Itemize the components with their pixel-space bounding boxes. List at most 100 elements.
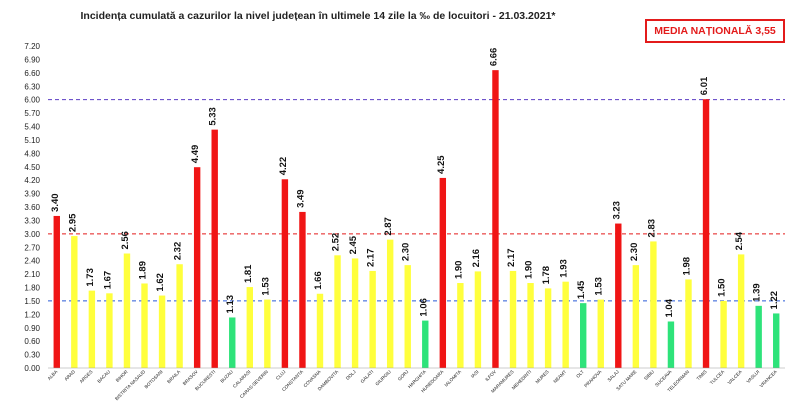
- x-tick-label: IASI: [470, 369, 480, 379]
- data-label: 3.23: [611, 201, 622, 220]
- x-tick-label: TULCEA: [709, 369, 726, 386]
- data-label: 2.30: [629, 243, 640, 262]
- x-tick-label: GORJ: [397, 369, 410, 382]
- data-label: 2.95: [67, 213, 78, 232]
- x-tick-label: VALCEA: [727, 369, 744, 386]
- bar-mures: [544, 288, 552, 368]
- reference-lines: [48, 99, 785, 302]
- x-tick-label: GALATI: [359, 369, 374, 384]
- bar-hunedoara: [439, 177, 447, 368]
- data-label: 1.50: [717, 278, 728, 297]
- bar-gorj: [404, 265, 411, 368]
- data-label: 1.53: [260, 277, 271, 296]
- bar-sibiu: [650, 241, 657, 368]
- y-tick-label: 7.20: [24, 42, 40, 51]
- y-tick-label: 5.40: [24, 123, 40, 132]
- bar-suceava: [667, 321, 675, 368]
- bar-teleorman: [685, 279, 692, 368]
- bar-harghita: [422, 320, 429, 368]
- bar-covasna: [316, 293, 324, 368]
- x-tick-label: BUZAU: [219, 369, 234, 384]
- y-tick-label: 5.10: [24, 136, 40, 145]
- bar-botosani: [158, 295, 166, 368]
- chart-title: Incidența cumulată a cazurilor la nivel …: [80, 10, 556, 22]
- bars: [53, 70, 780, 369]
- data-label: 1.90: [524, 261, 535, 280]
- data-label: 1.93: [559, 259, 570, 278]
- x-tick-label: CLUJ: [275, 369, 287, 381]
- bar-ialomita: [457, 283, 464, 368]
- x-tick-label: SALAJ: [607, 369, 620, 382]
- data-label: 3.49: [295, 189, 306, 208]
- data-label: 2.17: [366, 248, 377, 267]
- x-tick-label: BRAILA: [166, 369, 182, 385]
- data-label: 6.66: [488, 48, 499, 67]
- y-tick-label: 1.20: [24, 310, 40, 319]
- bar-giurgiu: [386, 239, 394, 368]
- data-label: 3.40: [50, 193, 61, 212]
- data-labels: 3.40 2.95 1.73 1.67 2.56 1.89 1.62 2.32 4.49 5.33…: [50, 48, 780, 318]
- y-tick-label: 4.50: [24, 163, 40, 172]
- y-tick-label: 2.40: [24, 257, 40, 266]
- y-tick-label: 3.90: [24, 190, 40, 199]
- x-tick-label: VRANCEA: [759, 369, 779, 389]
- bar-valcea: [737, 254, 745, 368]
- bar-galati: [369, 270, 376, 368]
- data-label: 1.98: [681, 257, 692, 276]
- x-tick-label: MURES: [535, 369, 550, 384]
- bar-caras-severin: [264, 299, 271, 368]
- y-tick-label: 3.00: [24, 230, 40, 239]
- data-label: 1.13: [225, 295, 236, 314]
- x-tick-label: GIURGIU: [374, 369, 391, 386]
- data-label: 2.30: [401, 243, 412, 262]
- y-tick-label: 2.10: [24, 270, 40, 279]
- data-label: 2.87: [383, 217, 394, 236]
- x-tick-label: BIHOR: [115, 369, 129, 383]
- x-tick-label: VASLUI: [746, 369, 761, 384]
- data-label: 5.33: [208, 107, 219, 126]
- bar-prahova: [597, 299, 604, 368]
- x-tick-label: DOLJ: [345, 369, 357, 381]
- data-label: 2.32: [173, 242, 184, 261]
- y-tick-label: 0.90: [24, 324, 40, 333]
- y-tick-label: 2.70: [24, 243, 40, 252]
- bar-ilfov: [492, 70, 499, 369]
- bar-neamt: [562, 281, 569, 368]
- data-label: 4.49: [190, 145, 201, 164]
- bar-maramures: [509, 270, 517, 368]
- national-average-label: MEDIA NAȚIONALĂ 3,55: [654, 25, 776, 37]
- data-label: 1.45: [576, 280, 587, 299]
- x-tick-label: ARAD: [63, 369, 76, 382]
- bar-arad: [71, 236, 78, 368]
- data-label: 1.81: [243, 264, 254, 283]
- data-label: 1.22: [769, 291, 780, 310]
- data-label: 2.56: [120, 231, 131, 250]
- x-tick-label: IALOMITA: [444, 369, 463, 388]
- y-tick-label: 6.00: [24, 96, 40, 105]
- data-label: 1.67: [102, 271, 113, 290]
- bar-tulcea: [720, 300, 727, 368]
- data-label: 1.90: [453, 261, 464, 280]
- data-label: 6.01: [699, 76, 710, 95]
- data-label: 2.16: [471, 249, 482, 268]
- data-label: 1.39: [752, 283, 763, 302]
- y-tick-label: 0.30: [24, 351, 40, 360]
- bar-arges: [88, 290, 96, 368]
- bar-calarasi: [246, 287, 253, 368]
- data-label: 2.45: [348, 235, 359, 254]
- x-tick-label: TIMIS: [696, 369, 708, 381]
- bar-constanta: [299, 211, 306, 368]
- x-tick-label: ARGES: [79, 369, 94, 384]
- x-tick-label: BRASOV: [182, 369, 200, 387]
- data-label: 1.53: [594, 277, 605, 296]
- x-tick-label: BISTRITA NASAUD: [114, 369, 147, 402]
- bar-salaj: [615, 223, 622, 368]
- x-tick-label: OLT: [575, 369, 585, 379]
- data-label: 4.25: [436, 155, 447, 174]
- data-label: 1.06: [418, 298, 429, 317]
- y-tick-label: 1.50: [24, 297, 40, 306]
- data-label: 2.17: [506, 248, 517, 267]
- bar-bucuresti: [211, 129, 218, 368]
